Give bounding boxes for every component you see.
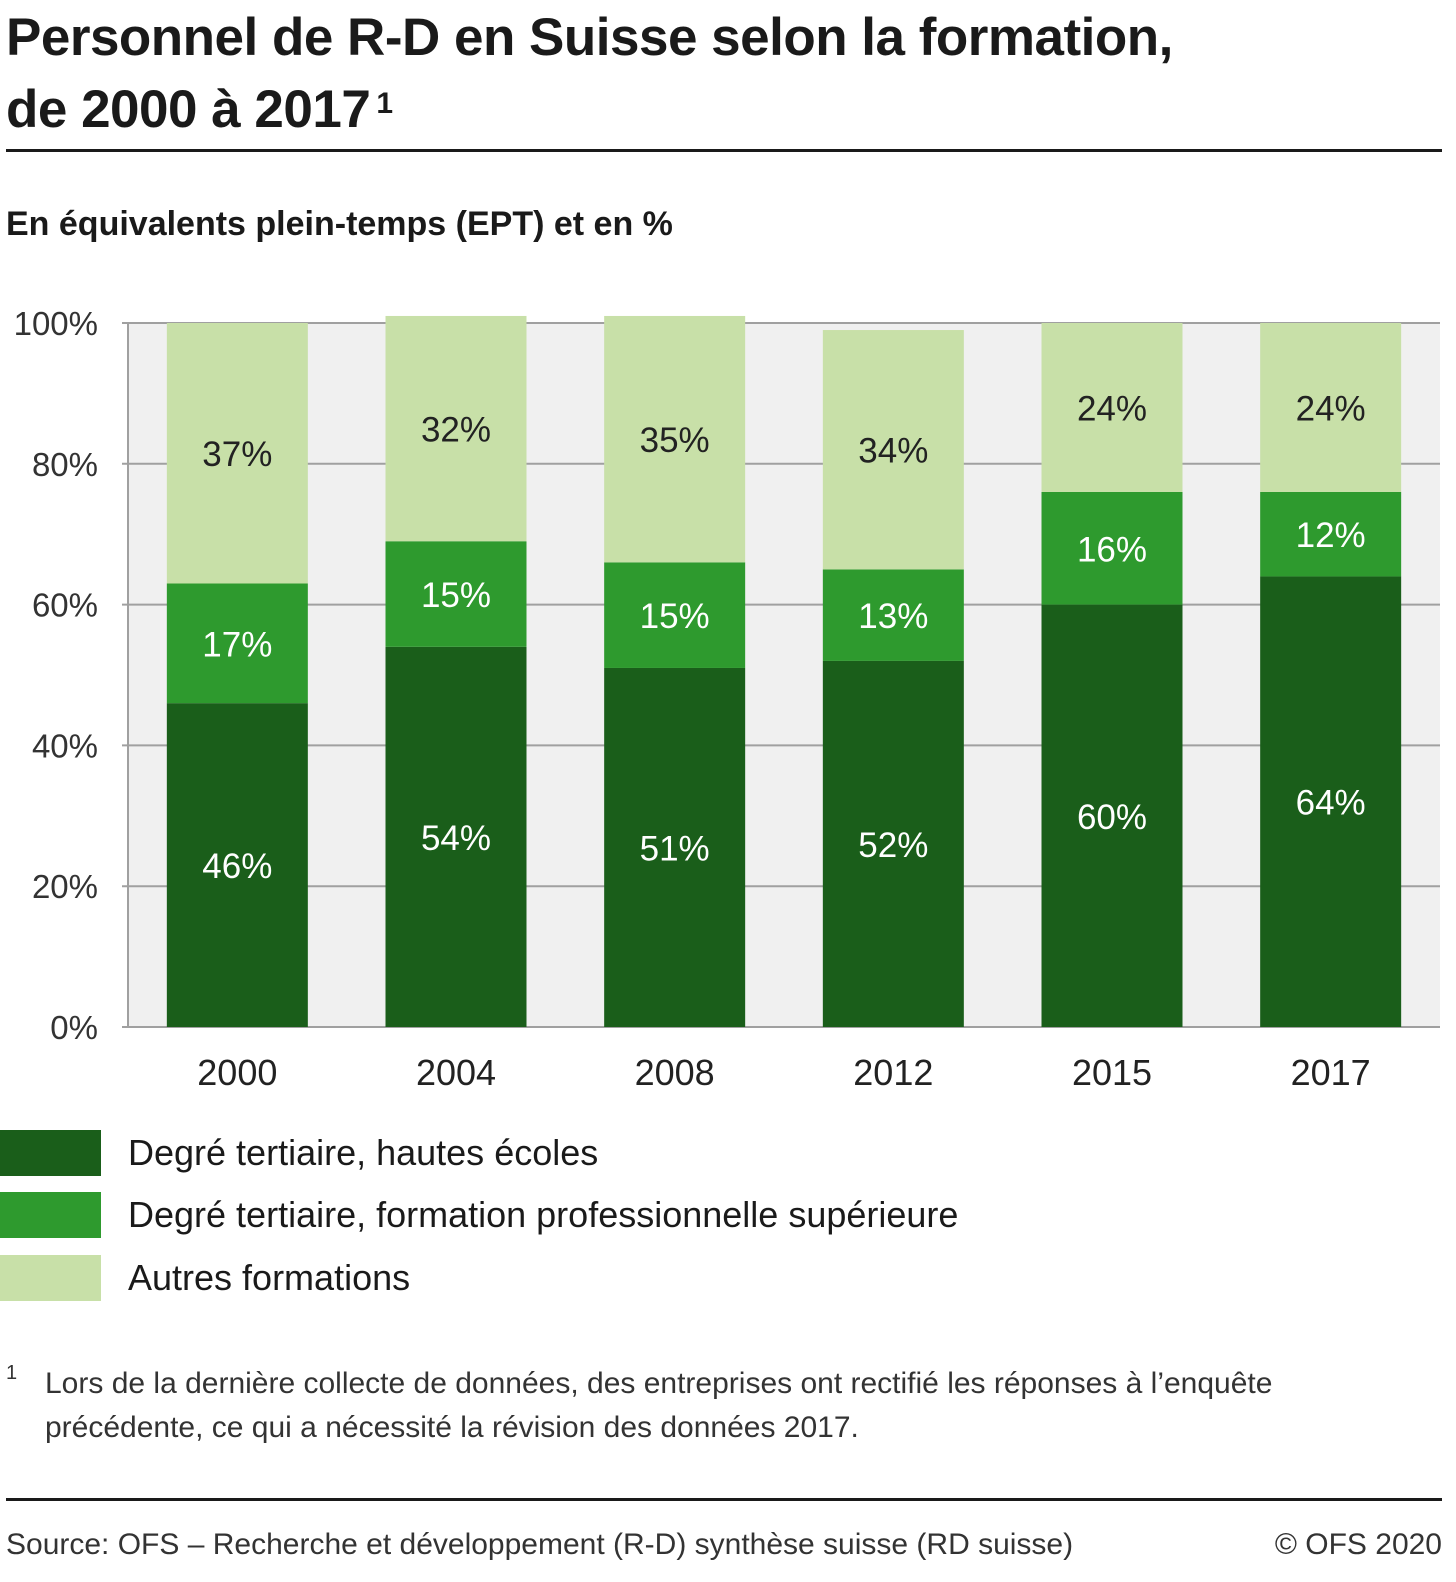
bar-2000-series-0	[166, 703, 308, 1027]
bar-2017-series-2	[1260, 323, 1402, 492]
bar-2017-series-0	[1260, 576, 1402, 1027]
data-label-2012-series-2: 34%	[858, 432, 928, 471]
data-label-2017-series-1: 12%	[1296, 516, 1366, 555]
title-line-1: Personnel de R-D en Suisse selon la form…	[6, 8, 1173, 67]
bar-2012-series-1	[822, 569, 964, 661]
data-label-2000-series-2: 37%	[202, 435, 272, 474]
legend-item-autres: Autres formations	[0, 1255, 1100, 1303]
legend-label-formation-pro: Degré tertiaire, formation professionnel…	[128, 1194, 959, 1235]
bar-2012-series-0	[822, 660, 964, 1027]
footer-divider	[6, 1498, 1442, 1501]
bar-2008-series-0	[604, 667, 746, 1027]
y-tick-label-0: 0%	[50, 1009, 98, 1046]
stacked-bar-chart: 0% 20% 40% 60% 80% 100% 46% 17% 37% 2000 54% 15% 32%…	[14, 305, 1440, 1093]
x-tick-label-2000: 2000	[197, 1052, 277, 1093]
bar-2015-series-2	[1041, 323, 1183, 492]
data-label-2004-series-2: 32%	[421, 411, 491, 450]
bar-2004-series-1	[385, 541, 527, 647]
copyright-text: © OFS 2020	[1274, 1528, 1442, 1561]
title-line-2-text: de 2000 à 2017	[6, 80, 371, 139]
data-label-2015-series-1: 16%	[1077, 530, 1147, 569]
bar-2008-series-2	[604, 315, 746, 563]
source-text: Source: OFS – Recherche et développement…	[6, 1528, 1074, 1561]
data-label-2017-series-2: 24%	[1296, 389, 1366, 428]
chart-subtitle: En équivalents plein-temps (EPT) et en %	[6, 205, 673, 243]
bar-2012-series-2	[822, 330, 964, 570]
x-tick-label-2008: 2008	[635, 1052, 715, 1093]
data-label-2012-series-0: 52%	[858, 826, 928, 865]
legend-item-hautes-ecoles: Degré tertiaire, hautes écoles	[0, 1130, 1100, 1178]
data-label-2012-series-1: 13%	[858, 597, 928, 636]
footnote-text: Lors de la dernière collecte de données,…	[45, 1367, 1273, 1444]
data-label-2015-series-2: 24%	[1077, 389, 1147, 428]
data-label-2004-series-0: 54%	[421, 819, 491, 858]
y-tick-label-20: 20%	[32, 868, 98, 905]
title-divider	[6, 149, 1442, 152]
title-footnote-ref: 1	[376, 87, 393, 120]
legend-swatch-autres	[0, 1255, 101, 1301]
bar-2017-series-1	[1260, 491, 1402, 577]
bar-2004-series-0	[385, 646, 527, 1027]
y-tick-label-60: 60%	[32, 587, 98, 624]
bar-2000-series-1	[166, 583, 308, 704]
data-label-2000-series-0: 46%	[202, 847, 272, 886]
title-line-2: de 2000 à 2017 1	[6, 74, 1436, 146]
legend-label-autres: Autres formations	[128, 1257, 411, 1298]
legend-swatch-hautes-ecoles	[0, 1130, 101, 1176]
x-tick-label-2004: 2004	[416, 1052, 496, 1093]
bar-2015-series-0	[1041, 604, 1183, 1027]
y-tick-label-100: 100%	[14, 305, 98, 342]
data-label-2008-series-0: 51%	[640, 829, 710, 868]
data-label-2000-series-1: 17%	[202, 625, 272, 664]
x-tick-label-2012: 2012	[853, 1052, 933, 1093]
data-label-2008-series-2: 35%	[640, 421, 710, 460]
x-tick-label-2015: 2015	[1072, 1052, 1152, 1093]
data-label-2017-series-0: 64%	[1296, 784, 1366, 823]
legend-label-hautes-ecoles: Degré tertiaire, hautes écoles	[128, 1132, 599, 1173]
data-label-2004-series-1: 15%	[421, 576, 491, 615]
footnote-mark: 1	[6, 1362, 18, 1384]
bar-2004-series-2	[385, 315, 527, 542]
plot-background	[128, 323, 1440, 1027]
legend-item-formation-pro: Degré tertiaire, formation professionnel…	[0, 1192, 1100, 1240]
y-tick-label-80: 80%	[32, 446, 98, 483]
y-tick-label-40: 40%	[32, 727, 98, 764]
x-tick-label-2017: 2017	[1291, 1052, 1371, 1093]
data-label-2015-series-0: 60%	[1077, 798, 1147, 837]
bar-2015-series-1	[1041, 491, 1183, 605]
legend-swatch-formation-pro	[0, 1192, 101, 1238]
data-label-2008-series-1: 15%	[640, 597, 710, 636]
bar-2000-series-2	[166, 323, 308, 584]
chart-title: Personnel de R-D en Suisse selon la form…	[6, 2, 1436, 146]
bar-2008-series-1	[604, 562, 746, 668]
